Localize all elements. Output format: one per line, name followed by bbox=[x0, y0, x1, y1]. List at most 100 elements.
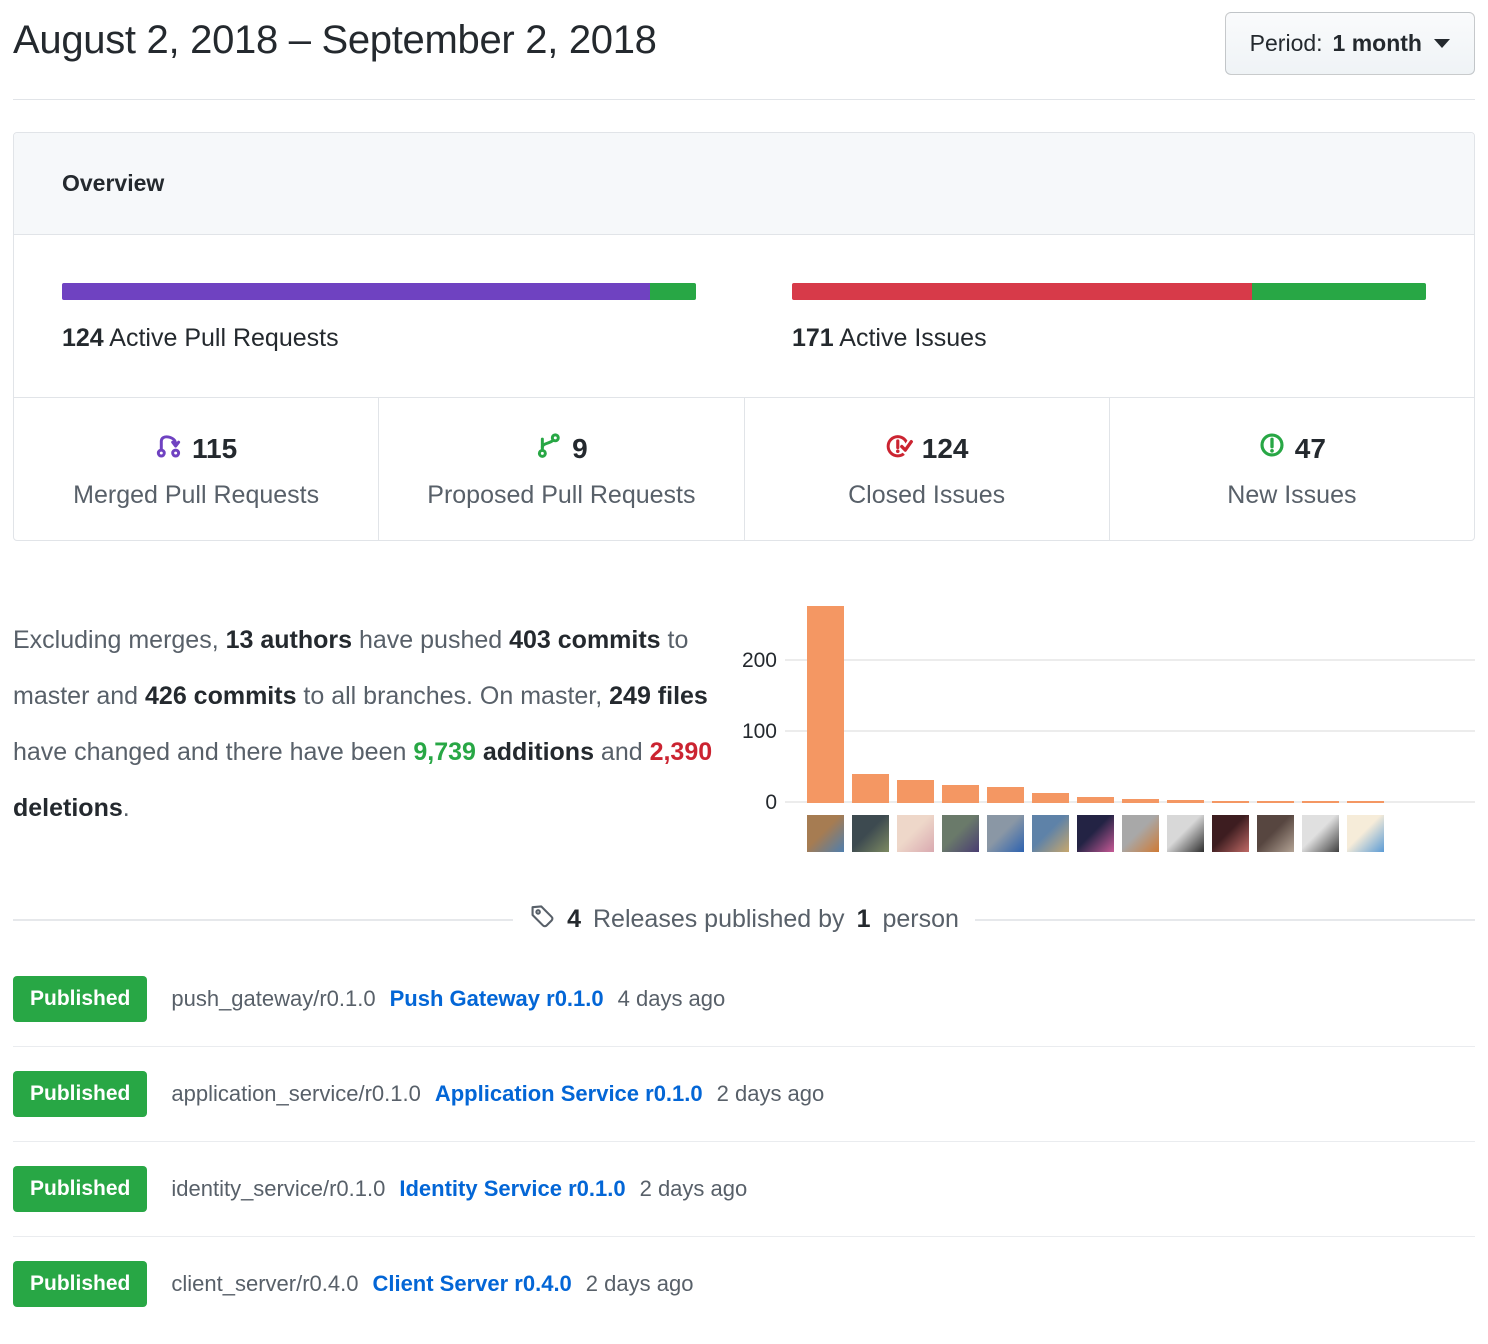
summary-segment: . bbox=[122, 794, 130, 822]
summary-segment: Excluding merges, bbox=[13, 626, 226, 654]
period-value: 1 month bbox=[1332, 30, 1422, 56]
pull-requests-progress-bar bbox=[62, 283, 696, 300]
commit-bar-author-5 bbox=[987, 786, 1024, 803]
closed-issues-label: Closed Issues bbox=[848, 481, 1006, 509]
new-issues-label: New Issues bbox=[1227, 481, 1357, 509]
git-merge-icon bbox=[155, 431, 183, 466]
stat-proposed-pull-requests[interactable]: 9 Proposed Pull Requests bbox=[378, 398, 743, 540]
active-issues-label: 171 Active Issues bbox=[792, 324, 1426, 353]
period-dropdown[interactable]: Period: 1 month bbox=[1224, 12, 1475, 75]
author-avatar-3[interactable] bbox=[897, 815, 934, 852]
new-issues-value: 47 bbox=[1294, 432, 1326, 464]
divider-line-right bbox=[974, 918, 1476, 921]
diffstat-section: Excluding merges, 13 authors have pushed… bbox=[13, 587, 1475, 861]
summary-segment: 403 commits bbox=[509, 626, 661, 654]
author-avatar-12[interactable] bbox=[1302, 815, 1339, 852]
active-pull-requests-label: 124 Active Pull Requests bbox=[62, 324, 696, 353]
summary-segment: 426 commits bbox=[145, 682, 297, 710]
summary-segment: have pushed bbox=[352, 626, 510, 654]
active-issues-count: 171 bbox=[792, 324, 834, 352]
release-link[interactable]: Push Gateway r0.1.0 bbox=[389, 986, 604, 1011]
releases-person-text: person bbox=[882, 905, 959, 933]
summary-segment bbox=[476, 738, 483, 766]
releases-count: 4 bbox=[567, 905, 581, 933]
tag-icon bbox=[529, 903, 555, 936]
author-avatar-2[interactable] bbox=[852, 815, 889, 852]
releases-text: Releases published by bbox=[593, 905, 845, 933]
issue-opened-icon bbox=[1258, 431, 1286, 466]
summary-segment: to master and bbox=[13, 626, 689, 710]
chart-bars bbox=[807, 597, 1384, 803]
author-avatar-7[interactable] bbox=[1077, 815, 1114, 852]
author-avatar-5[interactable] bbox=[987, 815, 1024, 852]
chevron-down-icon bbox=[1434, 39, 1450, 48]
release-link[interactable]: Client Server r0.4.0 bbox=[372, 1271, 572, 1296]
summary-segment: and bbox=[593, 738, 650, 766]
summary-segment: have changed and there have been bbox=[13, 738, 414, 766]
commit-bar-author-11 bbox=[1257, 801, 1294, 803]
commit-chart-plot: 0 100 200 bbox=[742, 597, 1475, 814]
release-tag: push_gateway/r0.1.0 bbox=[171, 986, 376, 1011]
commit-bar-author-6 bbox=[1032, 793, 1069, 803]
proposed-pr-label: Proposed Pull Requests bbox=[427, 481, 696, 509]
git-branch-icon bbox=[535, 431, 563, 466]
commit-bar-author-9 bbox=[1167, 800, 1204, 803]
release-row-push-gateway: Published push_gateway/r0.1.0 Push Gatew… bbox=[13, 952, 1475, 1046]
page-title: August 2, 2018 – September 2, 2018 bbox=[13, 18, 657, 62]
chart-gridline bbox=[785, 658, 1475, 661]
summary-segment: 2,390 bbox=[649, 738, 713, 766]
release-row-application-service: Published application_service/r0.1.0 App… bbox=[13, 1046, 1475, 1141]
merged-pr-label: Merged Pull Requests bbox=[73, 481, 320, 509]
active-issues-text: Active Issues bbox=[839, 324, 987, 352]
author-avatar-9[interactable] bbox=[1167, 815, 1204, 852]
release-time: 2 days ago bbox=[585, 1271, 694, 1296]
author-avatar-13[interactable] bbox=[1347, 815, 1384, 852]
pull-requests-meter: 124 Active Pull Requests bbox=[62, 283, 696, 353]
y-axis-tick-label: 200 bbox=[741, 648, 777, 672]
closed-issues-value: 124 bbox=[921, 432, 969, 464]
author-avatar-10[interactable] bbox=[1212, 815, 1249, 852]
author-avatar-8[interactable] bbox=[1122, 815, 1159, 852]
stat-closed-issues[interactable]: 124 Closed Issues bbox=[743, 398, 1109, 540]
y-axis-tick-label: 100 bbox=[741, 719, 777, 743]
author-avatar-6[interactable] bbox=[1032, 815, 1069, 852]
issues-progress-bar bbox=[792, 283, 1426, 300]
releases-person-count: 1 bbox=[856, 905, 871, 933]
release-row-client-server: Published client_server/r0.4.0 Client Se… bbox=[13, 1236, 1475, 1331]
commit-bar-author-12 bbox=[1302, 801, 1339, 803]
stat-new-issues[interactable]: 47 New Issues bbox=[1108, 398, 1474, 540]
y-axis-tick-label: 0 bbox=[765, 791, 777, 814]
divider-line-left bbox=[13, 918, 514, 921]
release-link[interactable]: Application Service r0.1.0 bbox=[434, 1081, 703, 1106]
author-avatar-11[interactable] bbox=[1257, 815, 1294, 852]
status-badge: Published bbox=[13, 1166, 148, 1212]
commit-bar-author-10 bbox=[1212, 801, 1249, 803]
status-badge: Published bbox=[13, 1261, 148, 1307]
release-time: 2 days ago bbox=[716, 1081, 825, 1106]
overview-card: Overview 124 Active Pull Requests 171 Ac… bbox=[13, 132, 1475, 541]
commit-bar-author-7 bbox=[1077, 796, 1114, 803]
releases-section-header: 4 Releases published by 1 person bbox=[13, 903, 1476, 936]
commit-activity-chart: 0 100 200 bbox=[719, 597, 1475, 861]
issue-closed-icon bbox=[885, 431, 915, 466]
commit-bar-author-4 bbox=[942, 785, 979, 803]
release-time: 4 days ago bbox=[617, 986, 726, 1011]
release-tag: identity_service/r0.1.0 bbox=[171, 1176, 386, 1201]
release-time: 2 days ago bbox=[639, 1176, 748, 1201]
overview-card-header: Overview bbox=[14, 133, 1474, 235]
overview-title: Overview bbox=[62, 170, 165, 196]
overview-stats-row: 115 Merged Pull Requests 9 Proposed Pull… bbox=[14, 397, 1474, 540]
release-link[interactable]: Identity Service r0.1.0 bbox=[399, 1176, 626, 1201]
pulse-header: August 2, 2018 – September 2, 2018 Perio… bbox=[13, 0, 1475, 100]
summary-segment: to all branches. On master, bbox=[296, 682, 610, 710]
commit-bar-author-8 bbox=[1122, 798, 1159, 803]
proposed-pr-segment bbox=[649, 283, 696, 300]
summary-segment: 9,739 bbox=[413, 738, 476, 766]
active-pr-count: 124 bbox=[62, 324, 104, 352]
proposed-pr-value: 9 bbox=[572, 432, 588, 464]
summary-segment: deletions bbox=[13, 794, 123, 822]
commit-summary: Excluding merges, 13 authors have pushed… bbox=[13, 612, 719, 836]
author-avatar-1[interactable] bbox=[807, 815, 844, 852]
author-avatar-4[interactable] bbox=[942, 815, 979, 852]
stat-merged-pull-requests[interactable]: 115 Merged Pull Requests bbox=[14, 398, 378, 540]
